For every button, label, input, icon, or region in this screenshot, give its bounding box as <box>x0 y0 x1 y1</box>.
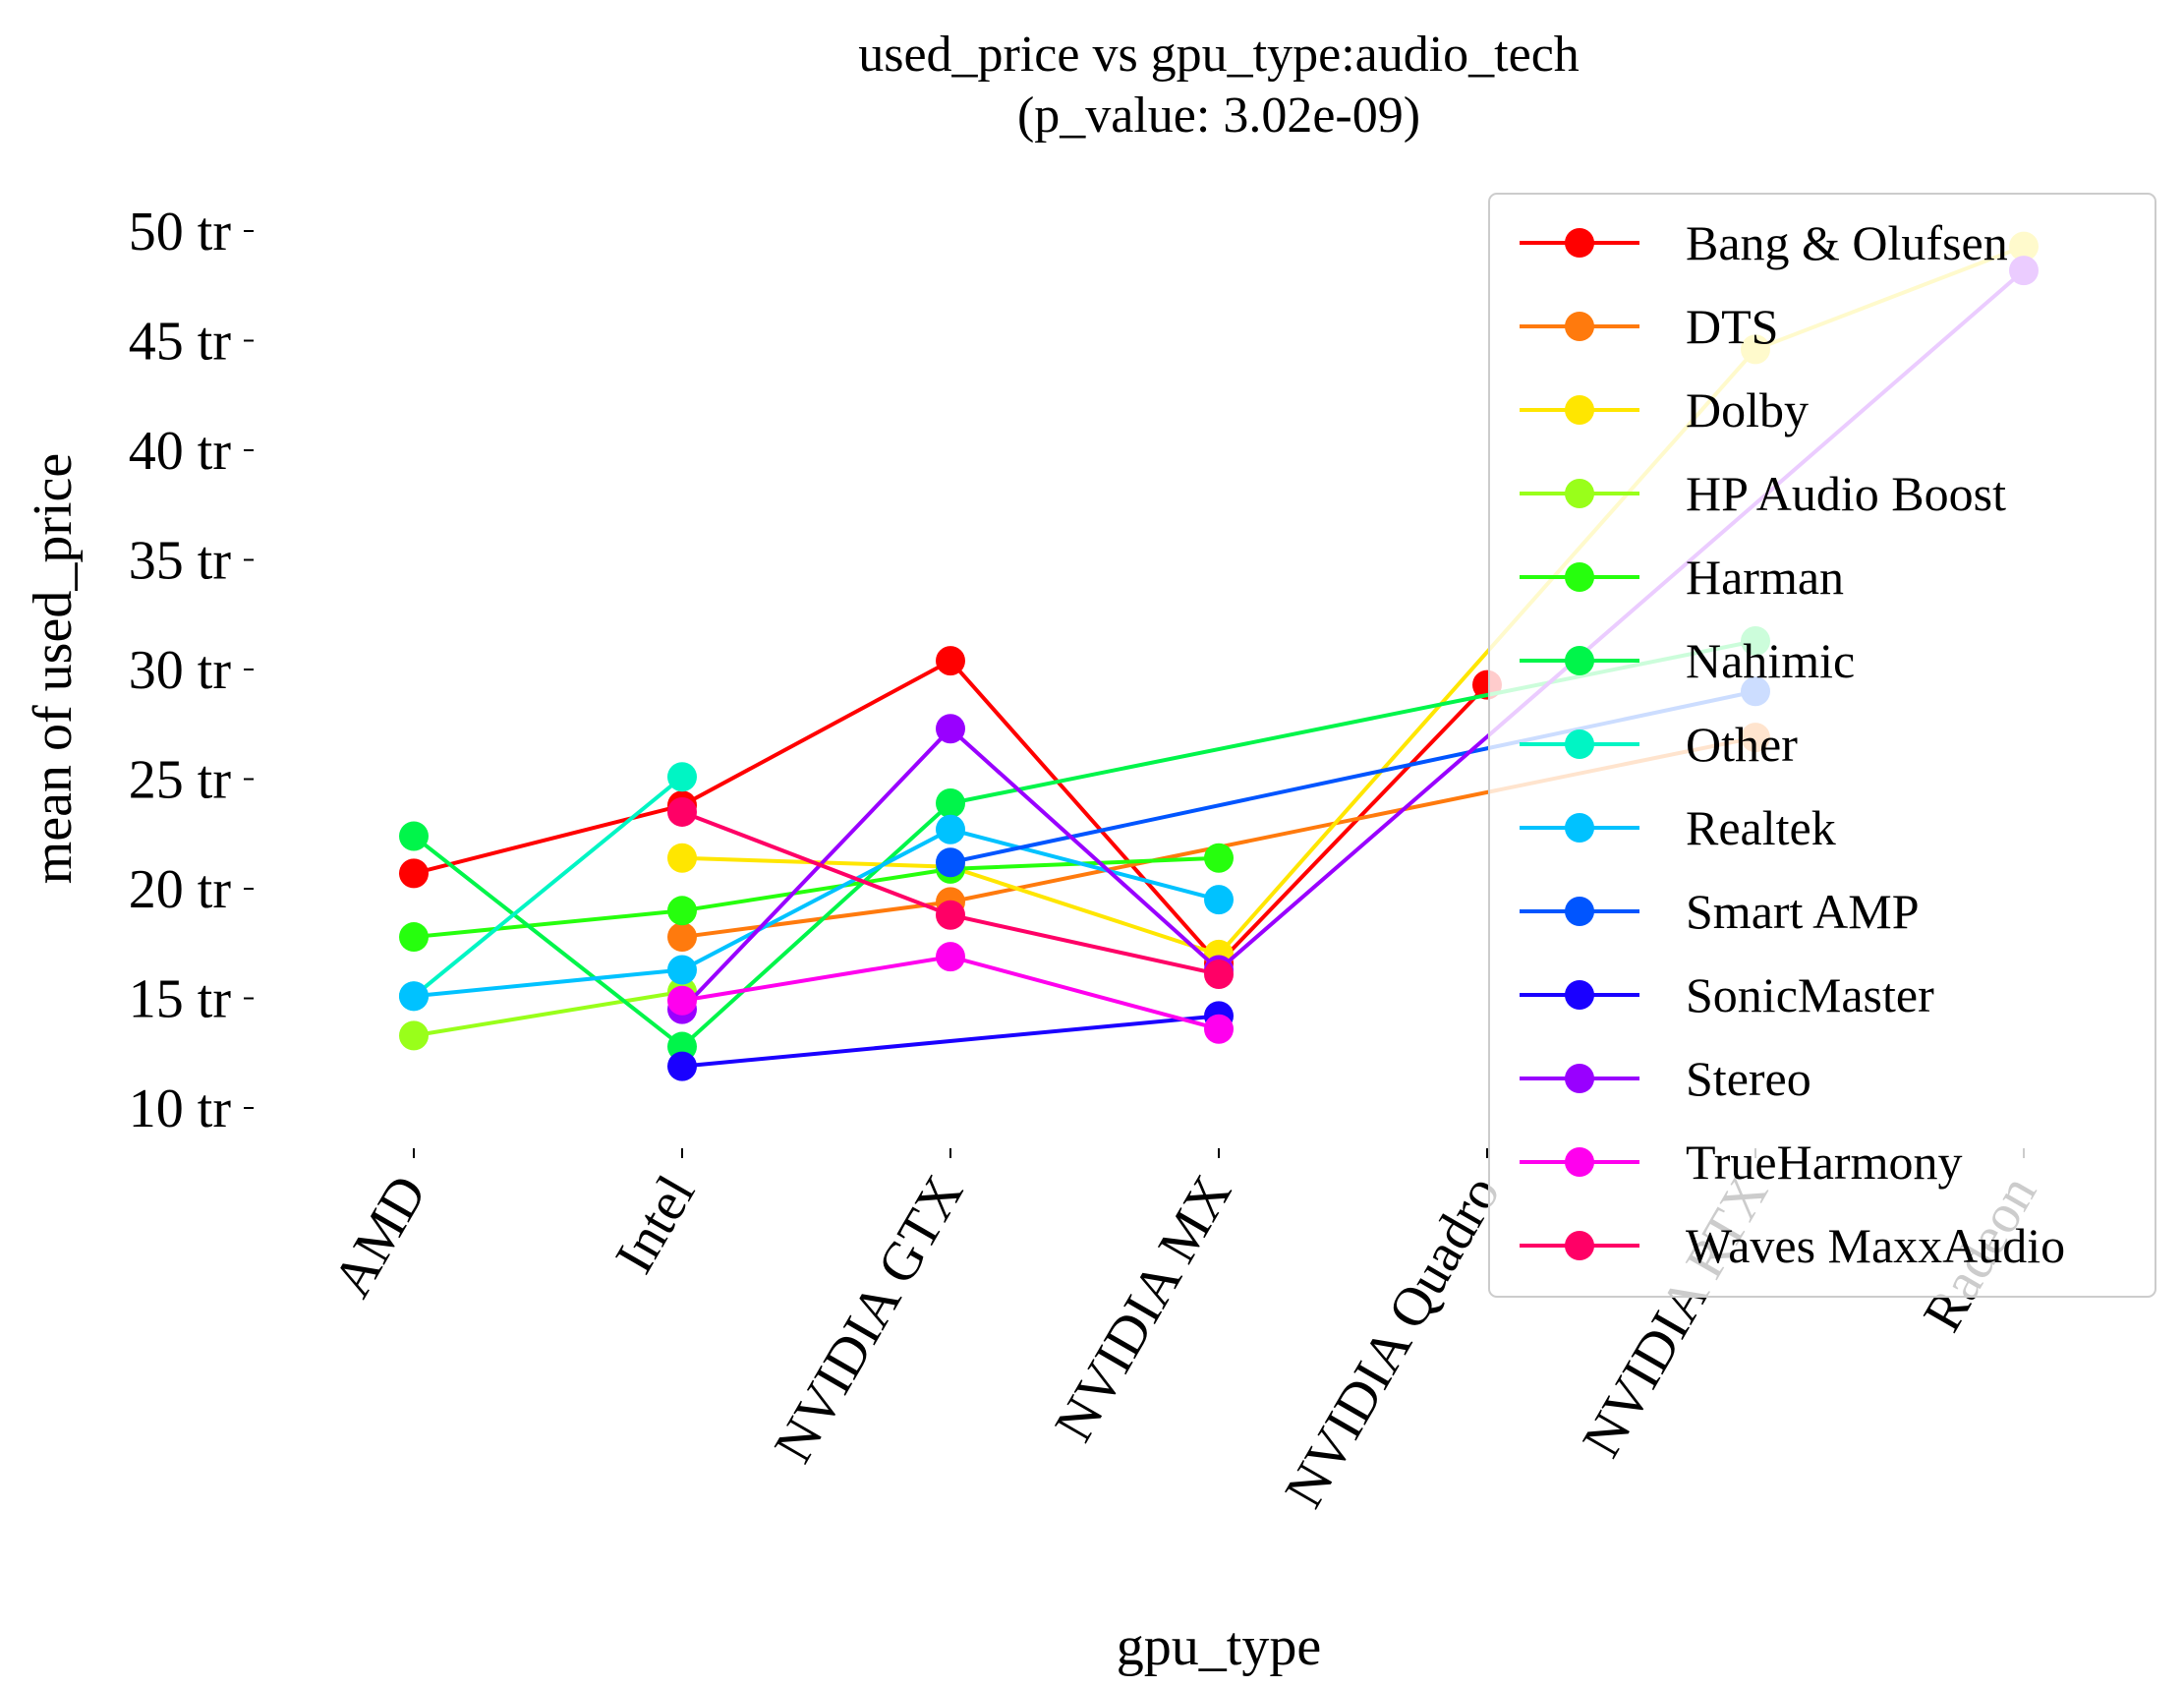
series-line <box>412 775 684 998</box>
data-point <box>667 1051 697 1081</box>
legend-marker <box>1565 980 1594 1010</box>
legend-marker <box>1565 897 1594 926</box>
series-trueharmony <box>667 942 1234 1044</box>
data-point <box>1204 885 1234 915</box>
legend-marker <box>1565 312 1594 341</box>
legend-frame <box>1488 193 2156 1298</box>
y-tick-label: 15 tr <box>129 969 232 1030</box>
data-point <box>936 900 965 930</box>
series-line <box>413 827 1220 999</box>
data-point <box>399 821 429 851</box>
legend-label: Smart AMP <box>1686 884 1920 939</box>
y-axis: 10 tr 15 tr 20 tr 25 tr 30 tr 35 tr 40 tr 45 tr… <box>129 202 254 1139</box>
series-waves-maxxaudio <box>667 796 1234 989</box>
data-point <box>667 985 697 1016</box>
legend-label: TrueHarmony <box>1686 1135 1962 1190</box>
data-point <box>936 847 965 878</box>
data-point <box>399 922 429 953</box>
data-point <box>399 1020 429 1051</box>
data-point <box>667 796 697 827</box>
data-point <box>1204 843 1234 873</box>
data-point <box>936 646 965 676</box>
legend-label: HP Audio Boost <box>1686 466 2006 521</box>
legend-label: Realtek <box>1686 800 1836 855</box>
series-line <box>413 989 683 1038</box>
x-tick-label: Intel <box>603 1166 707 1284</box>
data-point <box>936 942 965 972</box>
data-point <box>667 922 697 953</box>
y-axis-label: mean of used_price <box>23 453 84 884</box>
legend: Bang & Olufsen DTS Dolby HP Audio Boost Harm… <box>1488 193 2156 1298</box>
legend-label: Harman <box>1686 550 1844 605</box>
legend-label: Other <box>1686 717 1798 772</box>
data-point <box>667 843 697 873</box>
x-tick-label: NVIDIA Quadro <box>1274 1166 1513 1518</box>
y-tick-label: 25 tr <box>129 750 232 811</box>
legend-label: SonicMaster <box>1686 967 1934 1022</box>
series-line <box>681 1014 1220 1069</box>
data-point <box>1204 1014 1234 1044</box>
y-tick-label: 45 tr <box>129 312 232 373</box>
y-tick-label: 30 tr <box>129 640 232 701</box>
y-tick-label: 50 tr <box>129 202 232 262</box>
legend-marker <box>1565 813 1594 843</box>
data-point <box>936 788 965 819</box>
legend-marker <box>1565 1147 1594 1177</box>
legend-label: Dolby <box>1686 382 1809 437</box>
data-point <box>936 814 965 844</box>
data-point <box>667 896 697 926</box>
data-point <box>936 714 965 744</box>
legend-marker <box>1565 562 1594 592</box>
legend-label: Nahimic <box>1686 633 1855 688</box>
legend-label: Bang & Olufsen <box>1686 215 2008 270</box>
data-point <box>667 762 697 792</box>
data-point <box>667 955 697 985</box>
x-tick-label: NVIDIA GTX <box>763 1166 975 1474</box>
legend-marker <box>1565 228 1594 258</box>
data-point <box>399 981 429 1012</box>
chart-title: used_price vs gpu_type:audio_tech <box>858 27 1580 83</box>
chart-subtitle: (p_value: 3.02e-09) <box>1017 87 1420 144</box>
y-tick-label: 20 tr <box>129 859 232 920</box>
legend-label: Stereo <box>1686 1051 1811 1106</box>
y-tick-label: 10 tr <box>129 1078 232 1139</box>
legend-marker <box>1565 1231 1594 1260</box>
x-tick-label: AMD <box>321 1166 438 1308</box>
series-line <box>412 639 1756 1050</box>
legend-marker <box>1565 395 1594 425</box>
legend-label: Waves MaxxAudio <box>1686 1218 2065 1273</box>
legend-marker <box>1565 1064 1594 1093</box>
legend-marker <box>1565 729 1594 759</box>
legend-marker <box>1565 479 1594 508</box>
legend-label: DTS <box>1686 299 1778 354</box>
series-hp-audio-boost <box>399 976 697 1051</box>
series-realtek <box>399 814 1234 1012</box>
data-point <box>399 858 429 889</box>
legend-marker <box>1565 646 1594 675</box>
y-tick-label: 35 tr <box>129 531 232 592</box>
x-tick-label: NVIDIA MX <box>1043 1166 1243 1452</box>
y-tick-label: 40 tr <box>129 421 232 482</box>
data-point <box>1204 959 1234 989</box>
series-sonicmaster <box>667 1001 1234 1081</box>
x-axis-label: gpu_type <box>1117 1616 1321 1677</box>
